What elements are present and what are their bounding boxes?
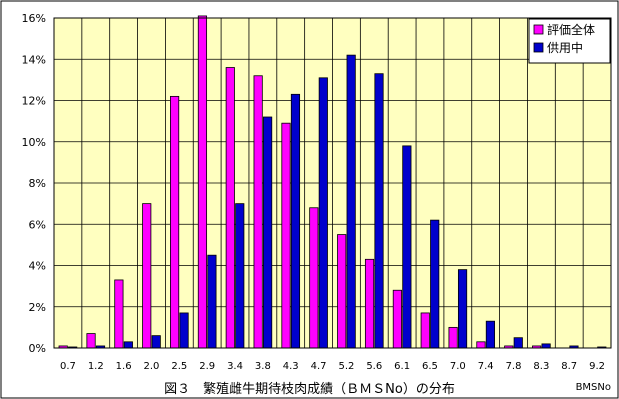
x-axis-label: BMSNo	[575, 382, 611, 393]
x-tick-label: 7.4	[478, 361, 494, 372]
bar-series-1	[170, 95, 180, 349]
y-tick-label: 2%	[29, 301, 46, 314]
x-tick-label: 2.5	[171, 361, 187, 372]
x-tick-label: 4.7	[311, 361, 327, 372]
bar-series-1	[142, 203, 152, 349]
y-tick-label: 6%	[29, 218, 46, 231]
legend-label: 供用中	[547, 40, 583, 55]
bar-series-1	[420, 312, 430, 349]
bar-series-1	[253, 75, 263, 349]
y-tick-label: 12%	[22, 95, 46, 108]
bar-series-2	[485, 320, 495, 349]
y-tick-label: 4%	[29, 260, 46, 273]
y-tick-label: 14%	[22, 53, 46, 66]
x-tick-label: 2.0	[144, 361, 160, 372]
bar-series-2	[402, 145, 412, 349]
x-tick-label: 7.0	[450, 361, 466, 372]
bar-series-1	[197, 15, 208, 349]
x-tick-label: 2.9	[199, 361, 215, 372]
bar-series-2	[430, 219, 440, 349]
bar-series-2	[179, 312, 189, 349]
bar-series-1	[86, 333, 96, 349]
y-tick-label: 8%	[29, 177, 46, 190]
x-tick-label: 9.2	[589, 361, 605, 372]
x-tick-label: 5.6	[366, 361, 382, 372]
bar-series-2	[290, 93, 301, 349]
x-tick-label: 6.5	[422, 361, 438, 372]
bar-series-2	[123, 341, 133, 349]
bar-series-1	[337, 234, 347, 349]
x-tick-label: 6.1	[394, 361, 410, 372]
bar-series-2	[318, 77, 328, 349]
bar-series-2	[235, 203, 245, 349]
bar-series-1	[476, 341, 486, 349]
bar-series-2	[541, 343, 551, 349]
legend-label: 評価全体	[547, 22, 595, 37]
bar-series-1	[281, 122, 291, 349]
x-tick-label: 7.8	[506, 361, 522, 372]
bar-series-2	[346, 54, 356, 349]
x-tick-label: 1.6	[116, 361, 132, 372]
y-tick-label: 10%	[22, 136, 46, 149]
bar-series-2	[374, 73, 384, 349]
bar-series-2	[263, 116, 273, 349]
x-tick-label: 3.4	[227, 361, 243, 372]
bar-series-1	[448, 326, 458, 349]
bar-series-2	[457, 269, 468, 349]
bar-series-2	[151, 335, 161, 349]
y-tick-label: 16%	[22, 12, 46, 25]
chart-title: 図３ 繁殖雌牛期待枝肉成績（ＢＭＳNo）の分布	[164, 382, 455, 397]
x-tick-label: 0.7	[60, 361, 76, 372]
x-tick-label: 8.3	[533, 361, 549, 372]
bar-series-1	[364, 258, 375, 349]
y-tick-label: 0%	[29, 342, 46, 355]
x-tick-label: 5.2	[338, 361, 354, 372]
x-tick-label: 1.2	[88, 361, 104, 372]
bar-series-2	[207, 254, 217, 349]
bar-series-1	[114, 279, 124, 349]
bar-series-2	[513, 337, 523, 349]
bar-series-1	[225, 67, 235, 349]
x-tick-label: 8.7	[561, 361, 577, 372]
legend-swatch	[533, 42, 544, 53]
x-tick-label: 4.3	[283, 361, 299, 372]
bar-series-1	[392, 289, 402, 349]
x-tick-label: 3.8	[255, 361, 271, 372]
bar-series-1	[309, 207, 319, 349]
plot-border	[53, 17, 612, 349]
legend-swatch	[533, 24, 544, 35]
